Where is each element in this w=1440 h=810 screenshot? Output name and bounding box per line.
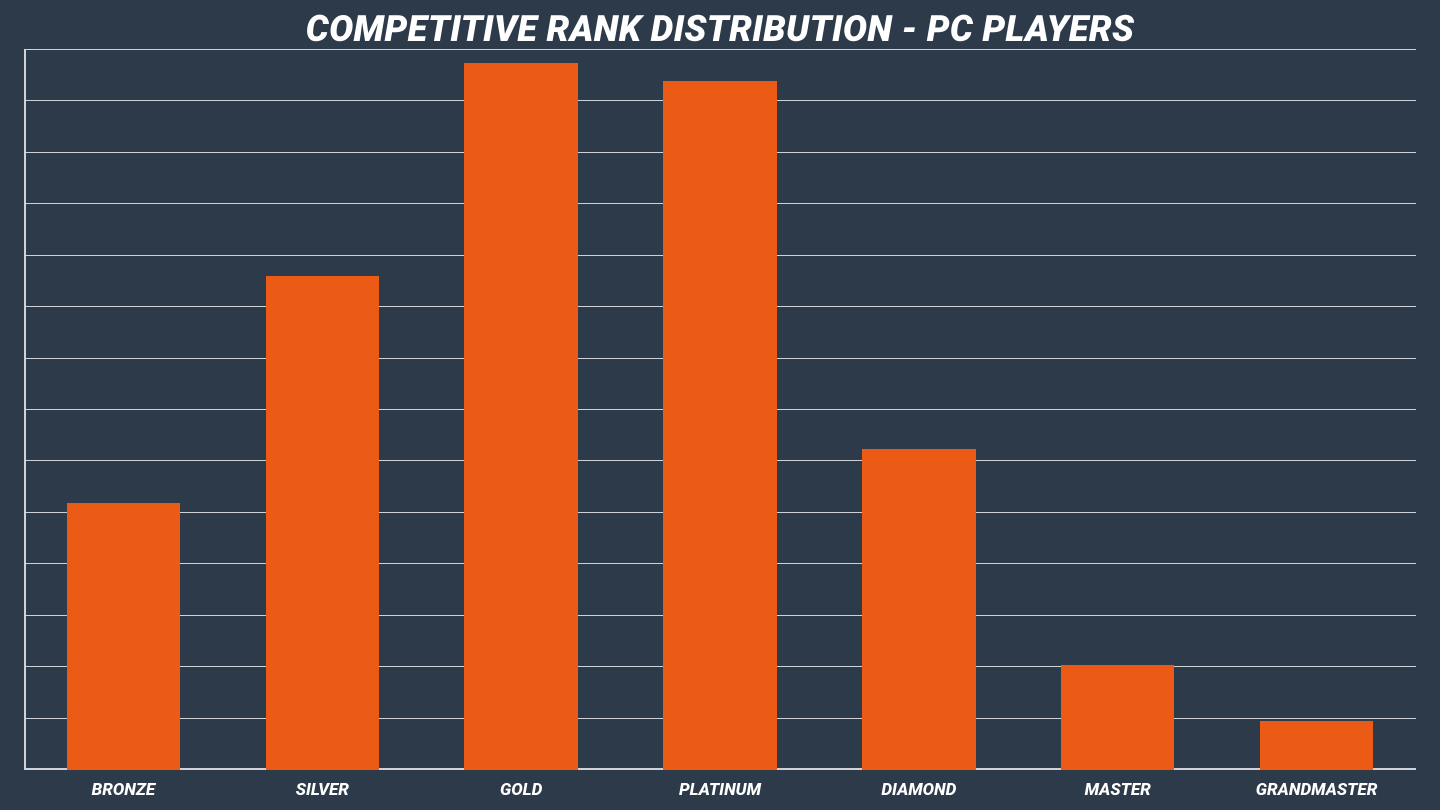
x-label-platinum: PLATINUM <box>679 780 761 800</box>
x-label-silver: SILVER <box>296 780 349 800</box>
bar-platinum <box>663 81 776 770</box>
bars <box>24 50 1416 770</box>
bar-bronze <box>67 503 180 770</box>
plot-area <box>24 50 1416 770</box>
bar-diamond <box>862 449 975 770</box>
bar-silver <box>266 276 379 770</box>
rank-distribution-chart: COMPETITIVE RANK DISTRIBUTION - PC PLAYE… <box>0 0 1440 810</box>
x-label-bronze: BRONZE <box>92 780 156 800</box>
bar-master <box>1061 665 1174 770</box>
bar-gold <box>464 63 577 770</box>
bar-grandmaster <box>1260 721 1373 770</box>
chart-title: COMPETITIVE RANK DISTRIBUTION - PC PLAYE… <box>0 8 1440 50</box>
x-label-grandmaster: GRANDMASTER <box>1256 780 1378 800</box>
x-label-diamond: DIAMOND <box>881 780 956 800</box>
x-label-master: MASTER <box>1085 780 1151 800</box>
x-label-gold: GOLD <box>500 780 542 800</box>
